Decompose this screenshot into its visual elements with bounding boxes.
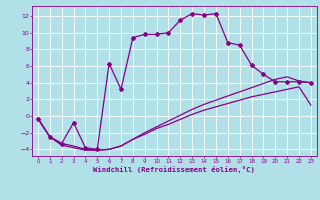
X-axis label: Windchill (Refroidissement éolien,°C): Windchill (Refroidissement éolien,°C) (93, 166, 255, 173)
